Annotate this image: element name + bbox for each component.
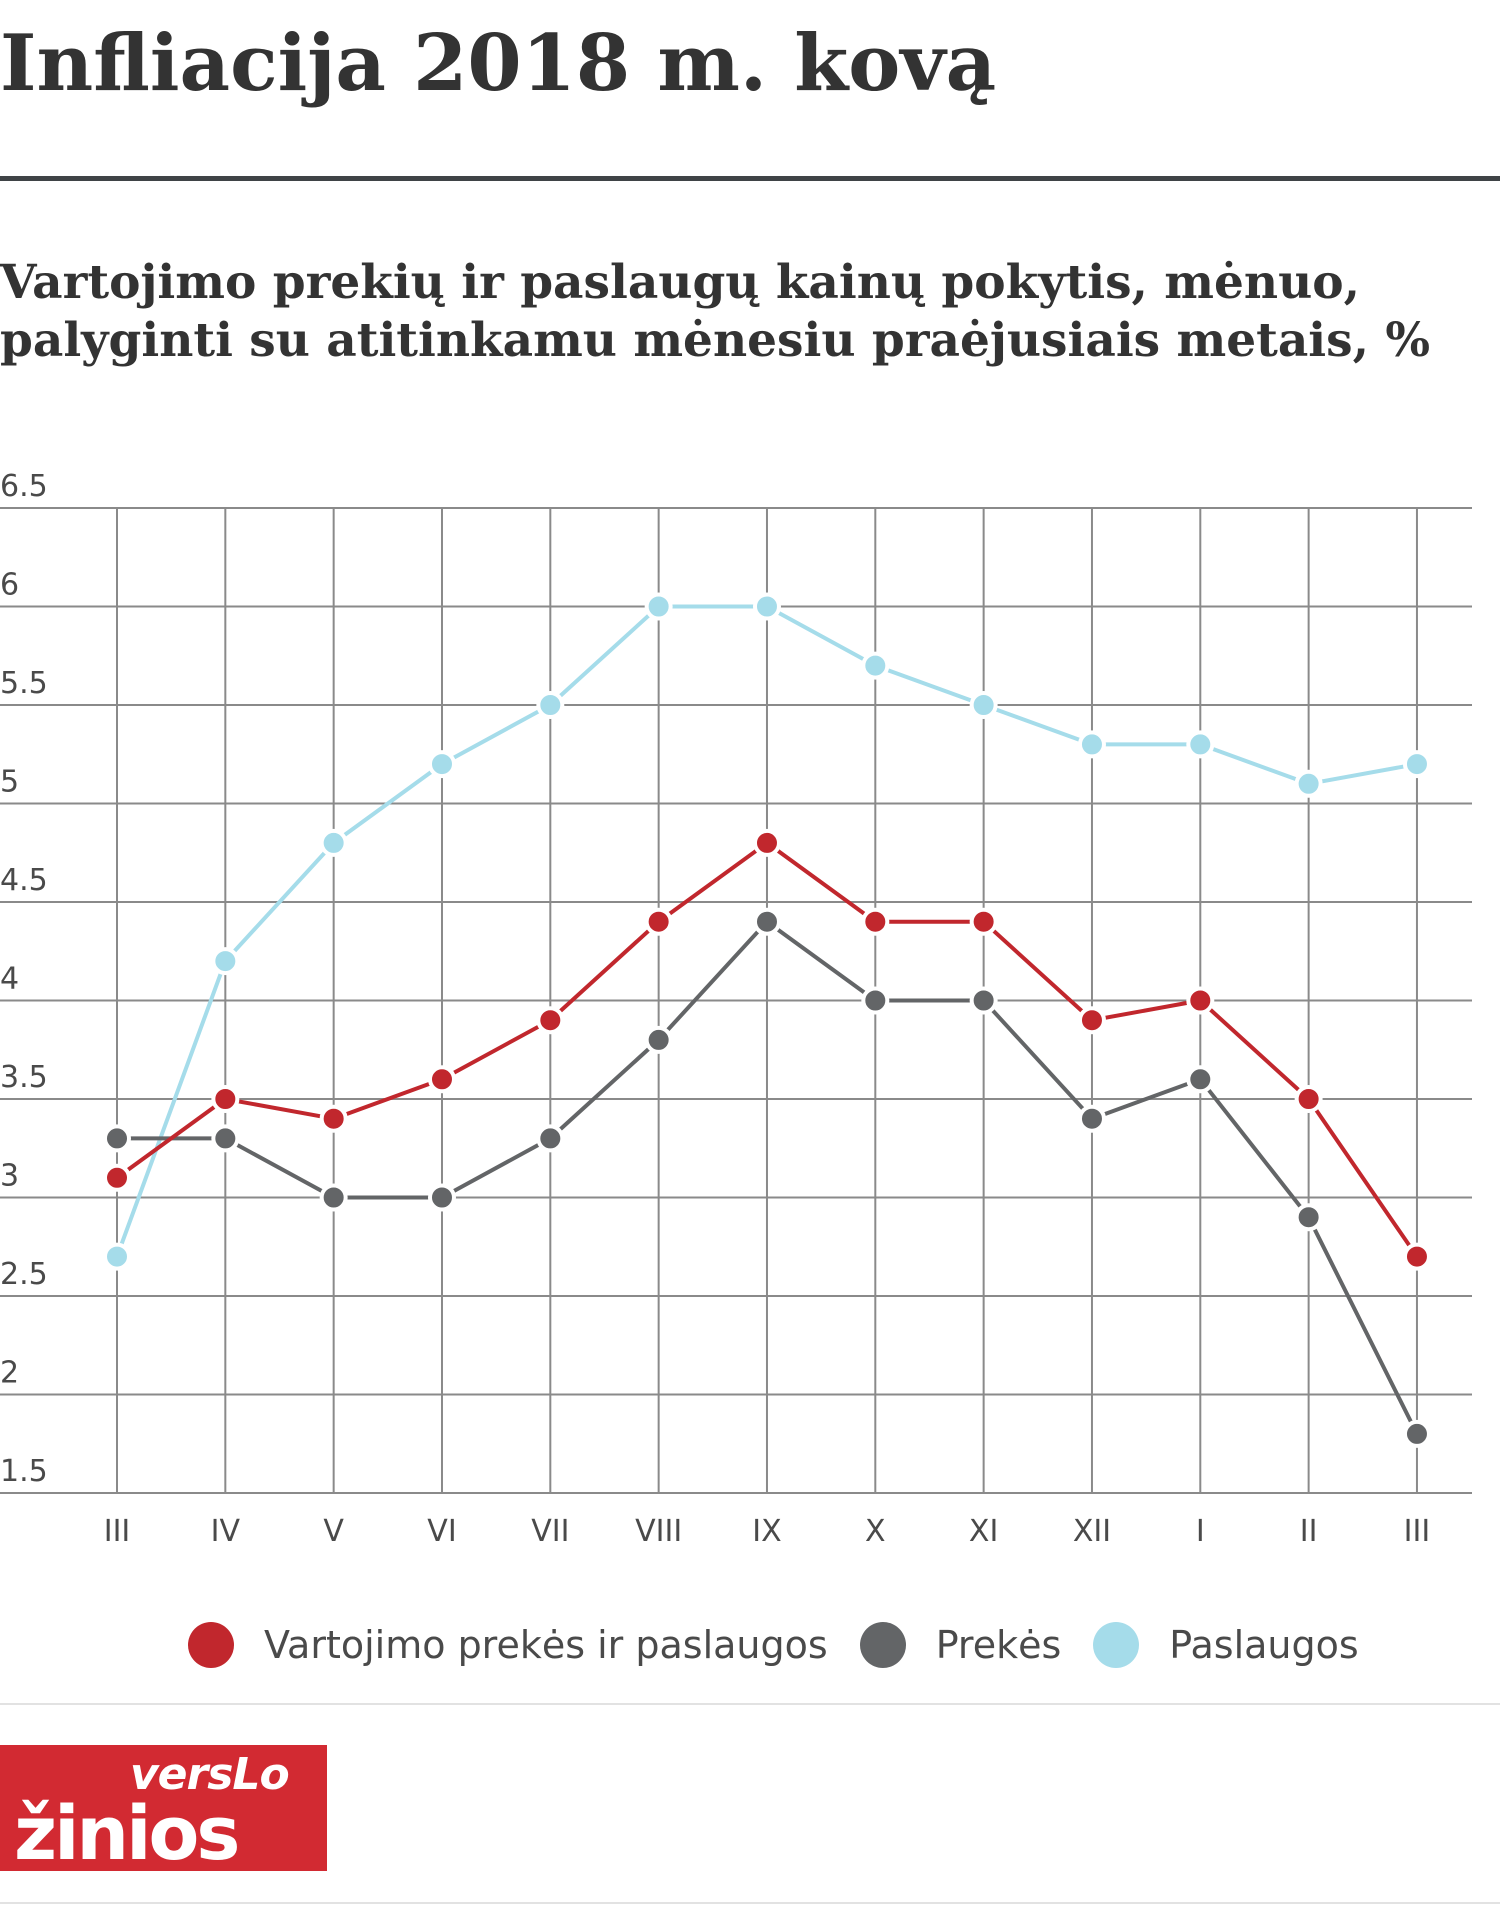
data-point [861,907,890,936]
y-tick-label: 3.5 [0,1060,48,1095]
title-divider [0,176,1500,181]
subtitle-line-2: palyginti su atitinkamu mėnesiu praėjusi… [0,313,1430,368]
data-point [644,592,673,621]
y-tick-label: 5 [0,765,19,800]
legend-swatch-vartojimo [188,1622,234,1668]
x-tick-label: III [1404,1514,1431,1549]
data-point [752,828,781,857]
legend-item-prekes: Prekės [859,1622,1062,1668]
y-axis-ticks: 6.5 6 5.5 5 4.5 4 3.5 3 2.5 2 1.5 [0,469,48,1489]
data-point [969,907,998,936]
chart-series [103,592,1431,1448]
chart-grid [0,507,1472,1494]
series-0 [103,828,1431,1271]
data-point [1402,1242,1431,1271]
legend-label-paslaugos: Paslaugos [1169,1623,1359,1667]
data-point [1294,1203,1323,1232]
data-point [644,907,673,936]
chart-legend: Vartojimo prekės ir paslaugos Prekės Pas… [188,1615,1391,1675]
chart-subtitle: Vartojimo prekių ir paslaugų kainų pokyt… [0,254,1500,370]
data-point [1402,750,1431,779]
x-tick-label: III [104,1514,131,1549]
y-tick-label: 5.5 [0,666,48,701]
data-point [1402,1419,1431,1448]
data-point [1186,730,1215,759]
data-point [861,986,890,1015]
x-tick-label: IX [752,1514,781,1549]
x-tick-label: X [865,1514,886,1549]
x-axis-ticks: III IV V VI VII VIII IX X XI XII I II III [104,1514,1431,1549]
legend-label-vartojimo: Vartojimo prekės ir paslaugos [264,1623,828,1667]
legend-item-vartojimo: Vartojimo prekės ir paslaugos [188,1622,828,1668]
x-tick-label: VI [427,1514,456,1549]
data-point [969,691,998,719]
y-tick-label: 1.5 [0,1454,48,1489]
bottom-divider [0,1902,1500,1904]
data-point [1077,1006,1106,1035]
data-point [319,1104,348,1133]
data-point [427,750,456,779]
y-tick-label: 4.5 [0,863,48,898]
x-tick-label: VII [531,1514,569,1549]
data-point [1077,1104,1106,1133]
data-point [211,1124,240,1153]
x-tick-label: IV [211,1514,241,1549]
page-title: Infliacija 2018 m. kovą [0,18,997,109]
data-point [211,947,240,976]
data-point [427,1065,456,1094]
y-tick-label: 2 [0,1356,19,1391]
data-point [752,592,781,621]
svg-text:žinios: žinios [14,1791,237,1871]
data-point [319,1183,348,1212]
data-point [211,1085,240,1113]
legend-swatch-paslaugos [1093,1622,1140,1668]
data-point [319,828,348,857]
legend-label-prekes: Prekės [935,1623,1062,1667]
data-point [1186,986,1215,1015]
data-point [1294,1085,1323,1113]
versloz-zinios-logo: versLo žinios [0,1745,327,1871]
line-chart: 6.565.554.543.532.521.5 III IV V VI VII VIII I… [0,469,1472,1549]
y-tick-label: 6 [0,568,19,603]
data-point [1294,769,1323,798]
data-point [536,691,565,719]
subtitle-line-1: Vartojimo prekių ir paslaugų kainų pokyt… [0,255,1360,310]
y-tick-label: 2.5 [0,1257,48,1292]
legend-item-paslaugos: Paslaugos [1093,1622,1359,1668]
svg-text:versLo: versLo [130,1749,289,1800]
x-tick-label: II [1300,1514,1318,1549]
series-1 [103,907,1431,1448]
x-tick-label: XII [1073,1514,1111,1549]
x-tick-label: I [1196,1514,1205,1549]
data-point [752,907,781,936]
data-point [1186,1065,1215,1094]
data-point [644,1025,673,1054]
data-point [103,1242,131,1271]
data-point [103,1124,131,1153]
data-point [427,1183,456,1212]
data-point [536,1124,565,1153]
series-2 [103,592,1431,1271]
x-tick-label: V [323,1514,344,1549]
data-point [103,1163,131,1192]
x-tick-label: XI [969,1514,998,1549]
y-tick-label: 4 [0,962,19,997]
data-point [969,986,998,1015]
data-point [861,651,890,680]
data-point [1077,730,1106,759]
y-tick-label: 6.5 [0,469,48,504]
x-tick-label: VIII [635,1514,682,1549]
y-tick-label: 3 [0,1159,19,1194]
data-point [536,1006,565,1035]
footer-divider [0,1703,1500,1705]
legend-swatch-prekes [859,1622,906,1668]
